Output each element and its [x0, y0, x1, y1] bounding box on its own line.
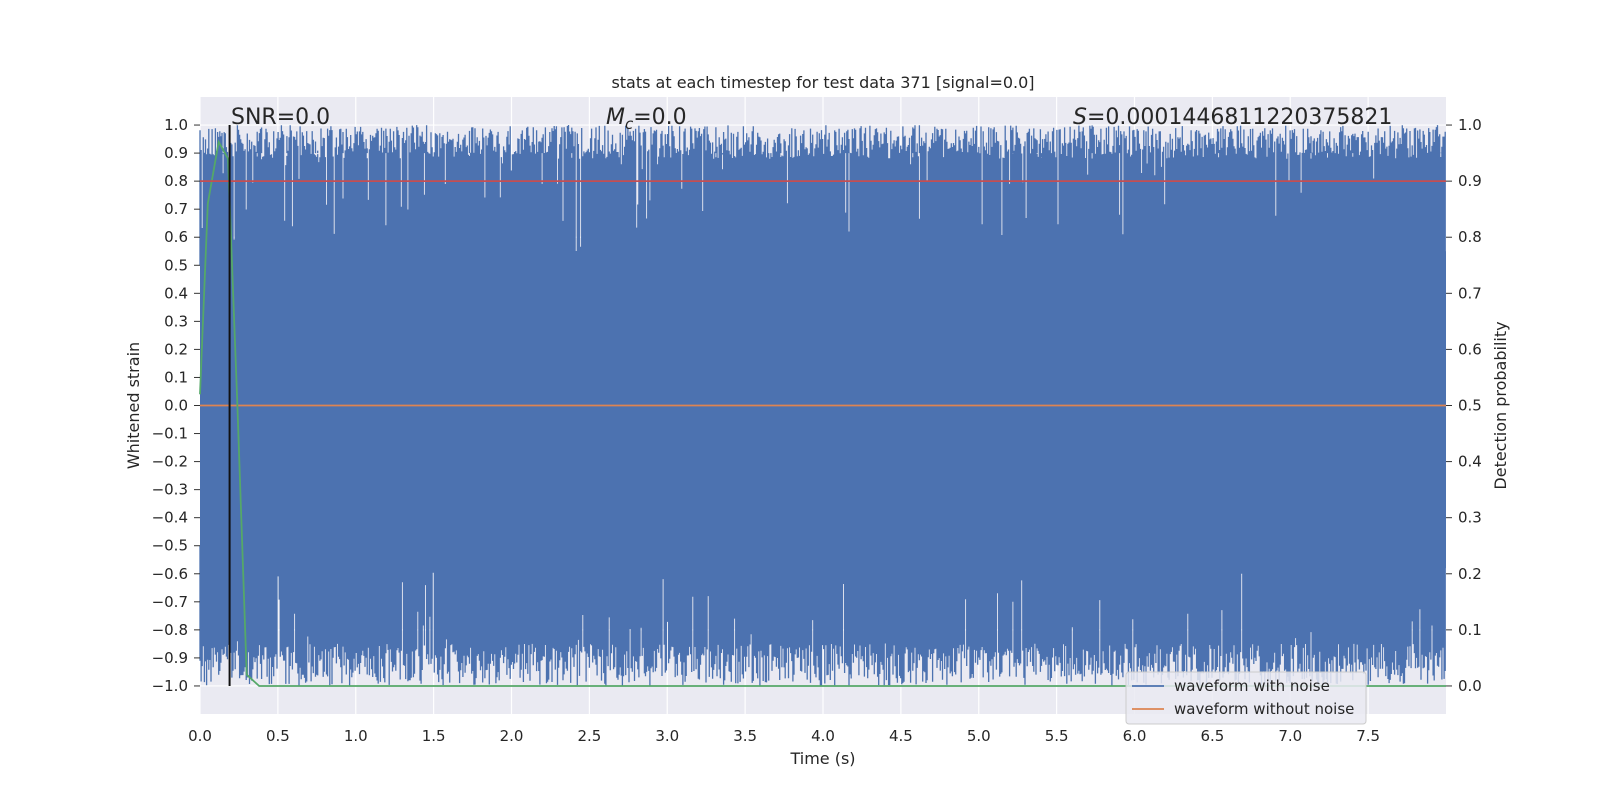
- mc-symbol: M: [606, 105, 625, 130]
- legend-box: [1125, 671, 1367, 725]
- y-tick-label: 0.8: [164, 172, 188, 190]
- x-tick-label: 2.5: [577, 727, 601, 745]
- x-tick-label: 6.5: [1200, 727, 1224, 745]
- mc-value: =0.0: [633, 105, 686, 130]
- noise-lower: [199, 545, 1446, 686]
- y-axis-ticks: 1.0 0.9 0.8 0.7 0.6 0.5 0.4 0.3 0.2 0.1 0.0 −0.1 −0.…: [152, 116, 200, 695]
- y-axis-label: Whitened strain: [124, 342, 143, 469]
- x-axis-ticks: 0.0 0.5 1.0 1.5 2.0 2.5 3.0 3.5 4.0 4.5 5.0 5.5 6.0 6…: [188, 727, 1380, 745]
- y-tick-label: 0.9: [164, 144, 188, 162]
- y-right-axis-ticks: 1.0 0.9 0.8 0.7 0.6 0.5 0.4 0.3 0.2 0.1 0.0: [1446, 116, 1482, 695]
- y-tick-label: −0.1: [152, 425, 188, 443]
- y-tick-label: −0.2: [152, 453, 188, 471]
- y-right-tick-label: 0.7: [1458, 284, 1482, 302]
- noise-upper: [199, 125, 1446, 266]
- y-right-axis-label: Detection probability: [1491, 321, 1510, 489]
- x-tick-label: 5.5: [1045, 727, 1069, 745]
- y-tick-label: −0.4: [152, 509, 188, 527]
- s-symbol: S: [1073, 105, 1087, 130]
- y-tick-label: −0.5: [152, 537, 188, 555]
- y-tick-label: 0.4: [164, 284, 188, 302]
- y-tick-label: −0.6: [152, 565, 188, 583]
- legend-entry-without-noise: waveform without noise: [1174, 700, 1354, 718]
- chart-title: stats at each timestep for test data 371…: [611, 73, 1034, 92]
- x-tick-label: 2.0: [500, 727, 524, 745]
- y-tick-label: −0.8: [152, 621, 188, 639]
- x-tick-label: 1.5: [422, 727, 446, 745]
- x-tick-label: 7.5: [1356, 727, 1380, 745]
- x-tick-label: 1.0: [344, 727, 368, 745]
- x-tick-label: 0.5: [266, 727, 290, 745]
- chirp-mass-annotation: Mc=0.0: [606, 105, 687, 133]
- x-tick-label: 3.0: [655, 727, 679, 745]
- x-tick-label: 7.0: [1278, 727, 1302, 745]
- y-right-tick-label: 0.6: [1458, 340, 1482, 358]
- y-right-tick-label: 0.5: [1458, 397, 1482, 415]
- x-tick-label: 4.0: [811, 727, 835, 745]
- y-tick-label: 0.0: [164, 397, 188, 415]
- y-right-tick-label: 1.0: [1458, 116, 1482, 134]
- snr-annotation: SNR=0.0: [231, 105, 330, 130]
- y-tick-label: −0.7: [152, 593, 188, 611]
- y-tick-label: −0.9: [152, 649, 188, 667]
- series-lines: [199, 125, 1446, 687]
- legend: waveform with noise waveform without noi…: [1125, 671, 1367, 725]
- series-waveform-with-noise: [199, 125, 1446, 686]
- y-right-tick-label: 0.2: [1458, 565, 1482, 583]
- y-right-tick-label: 0.1: [1458, 621, 1482, 639]
- mc-subscript: c: [625, 115, 634, 133]
- legend-entry-with-noise: waveform with noise: [1174, 677, 1330, 695]
- y-tick-label: 0.3: [164, 312, 188, 330]
- s-value: =0.0001446811220375821: [1087, 105, 1392, 130]
- y-tick-label: 0.5: [164, 256, 188, 274]
- y-right-tick-label: 0.3: [1458, 509, 1482, 527]
- x-tick-label: 5.0: [967, 727, 991, 745]
- x-tick-label: 0.0: [188, 727, 212, 745]
- y-right-tick-label: 0.4: [1458, 453, 1482, 471]
- y-right-tick-label: 0.8: [1458, 228, 1482, 246]
- y-tick-label: 1.0: [164, 116, 188, 134]
- noise-core: [200, 251, 1446, 569]
- y-tick-label: 0.7: [164, 200, 188, 218]
- s-annotation: S=0.0001446811220375821: [1073, 105, 1392, 130]
- x-tick-label: 3.5: [733, 727, 757, 745]
- y-right-tick-label: 0.9: [1458, 172, 1482, 190]
- y-tick-label: 0.1: [164, 368, 188, 386]
- x-tick-label: 4.5: [889, 727, 913, 745]
- series-line-2: [199, 139, 1446, 687]
- x-axis-label: Time (s): [789, 749, 855, 768]
- y-tick-label: −1.0: [152, 677, 188, 695]
- y-tick-label: −0.3: [152, 481, 188, 499]
- y-tick-label: 0.2: [164, 340, 188, 358]
- y-tick-label: 0.6: [164, 228, 188, 246]
- x-tick-label: 6.0: [1123, 727, 1147, 745]
- y-right-tick-label: 0.0: [1458, 677, 1482, 695]
